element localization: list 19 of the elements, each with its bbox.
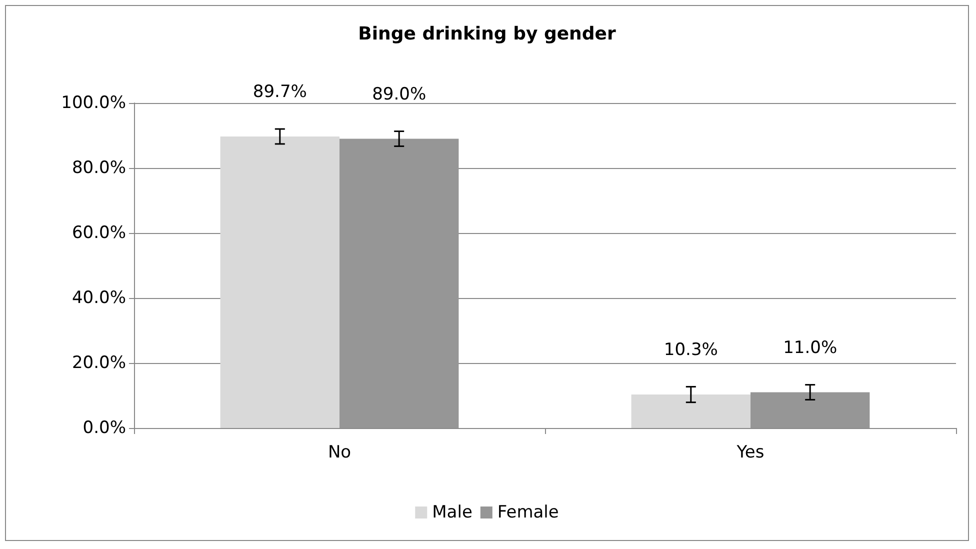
y-tick-label: 40.0% [72, 288, 126, 308]
chart-title: Binge drinking by gender [358, 24, 616, 44]
x-tick-label: Yes [736, 442, 764, 462]
legend-label: Female [497, 502, 559, 522]
bar [631, 394, 750, 428]
legend-label: Male [432, 502, 472, 522]
bar [750, 392, 870, 428]
data-label: 10.3% [664, 340, 718, 360]
bar [340, 138, 459, 428]
bar [220, 136, 340, 428]
data-label: 89.0% [372, 84, 426, 104]
data-label: 89.7% [252, 82, 307, 102]
y-tick-label: 100.0% [61, 93, 126, 113]
y-tick-label: 80.0% [72, 158, 126, 178]
y-tick-label: 60.0% [72, 223, 126, 243]
data-label: 11.0% [783, 338, 838, 358]
y-tick-label: 20.0% [72, 353, 126, 373]
y-tick-label: 0.0% [82, 418, 126, 438]
x-tick-label: No [328, 442, 352, 462]
